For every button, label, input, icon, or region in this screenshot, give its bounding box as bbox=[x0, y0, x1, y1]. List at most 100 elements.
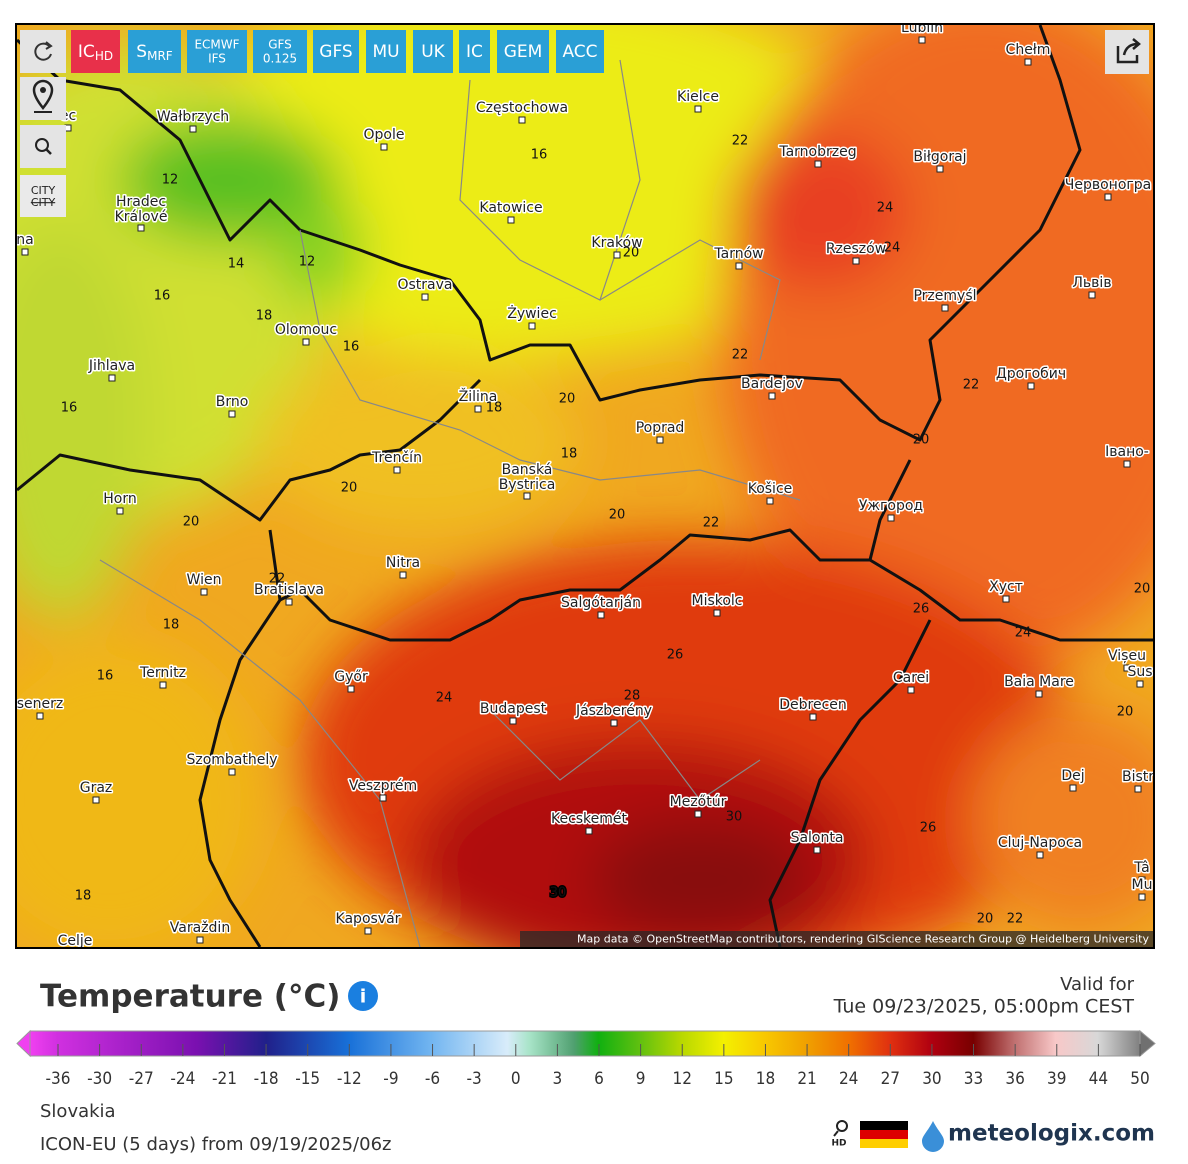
city-marker bbox=[228, 768, 236, 776]
contour-label: 22 bbox=[732, 134, 749, 149]
scale-tick-label: 39 bbox=[1047, 1069, 1066, 1089]
brand-logo bbox=[922, 1121, 944, 1152]
map[interactable]: ec WałbrzychOpoleCzęstochowaKielceLublinC… bbox=[0, 0, 1188, 980]
contour-label: 22 bbox=[269, 572, 286, 587]
hd-icon-handle bbox=[833, 1130, 839, 1137]
city-marker bbox=[1134, 785, 1142, 793]
city-marker bbox=[399, 571, 407, 579]
city-label: Biłgoraj bbox=[913, 149, 966, 165]
scale-tick-label: -9 bbox=[383, 1069, 398, 1089]
contour-label: 24 bbox=[436, 691, 453, 706]
share-button[interactable] bbox=[1105, 30, 1149, 74]
contour-label: 12 bbox=[162, 173, 179, 188]
city-label: Cluj-Napoca bbox=[998, 835, 1082, 851]
city-marker bbox=[1104, 193, 1112, 201]
city-label: Mu bbox=[1132, 877, 1153, 893]
model-button[interactable] bbox=[459, 30, 490, 73]
city-marker bbox=[852, 257, 860, 265]
hd-icon bbox=[836, 1120, 848, 1132]
city-marker bbox=[597, 611, 605, 619]
scale-tick-label: 3 bbox=[553, 1069, 563, 1089]
color-scale bbox=[29, 1030, 1141, 1057]
model-button[interactable] bbox=[366, 30, 406, 73]
city-label: Hradec Králové bbox=[115, 194, 168, 225]
city-label: Graz bbox=[80, 780, 113, 796]
city-label: Bistr bbox=[1122, 769, 1154, 785]
model-button[interactable] bbox=[187, 30, 247, 73]
contour-label: 20 bbox=[1117, 705, 1134, 720]
city-marker bbox=[907, 686, 915, 694]
city-label: Horn bbox=[103, 491, 136, 507]
scale-tick-label: -12 bbox=[337, 1069, 362, 1089]
model-button[interactable] bbox=[497, 30, 549, 73]
city-toggle-label-off: CITY bbox=[31, 196, 56, 209]
model-button-label: ACC bbox=[562, 42, 597, 62]
city-label: Salonta bbox=[791, 830, 844, 846]
city-marker bbox=[1027, 382, 1035, 390]
scale-tick-label: 27 bbox=[881, 1069, 900, 1089]
scale-tick-label: -27 bbox=[129, 1069, 154, 1089]
zoom-handle bbox=[45, 148, 52, 155]
model-button-label: ICHD bbox=[78, 42, 113, 63]
city-marker bbox=[1123, 664, 1131, 672]
location-dot bbox=[40, 87, 46, 93]
scale-tick-label: -6 bbox=[425, 1069, 440, 1089]
model-button[interactable] bbox=[253, 30, 307, 73]
contour-label: 22 bbox=[732, 348, 749, 363]
scale-tick-label: 44 bbox=[1089, 1069, 1108, 1089]
city-label: Хуст bbox=[989, 579, 1023, 595]
city-label: Rzeszów bbox=[826, 241, 886, 257]
refresh-icon bbox=[34, 42, 52, 61]
city-marker bbox=[36, 712, 44, 720]
scale-tick-label: 30 bbox=[922, 1069, 941, 1089]
contour-label: 22 bbox=[1007, 912, 1024, 927]
contour-label: 16 bbox=[343, 340, 360, 355]
city-label: Miskolc bbox=[691, 593, 742, 609]
model-button[interactable] bbox=[556, 30, 604, 73]
location-button[interactable] bbox=[20, 77, 66, 120]
city-marker bbox=[523, 492, 531, 500]
contour-label: 20 bbox=[341, 481, 358, 496]
city-toggle-button[interactable] bbox=[20, 175, 66, 217]
zoom-button[interactable] bbox=[20, 125, 66, 168]
flag-gold bbox=[860, 1139, 908, 1148]
city-label: Львів bbox=[1072, 275, 1111, 291]
scale-tick-label: 12 bbox=[672, 1069, 691, 1089]
model-button[interactable] bbox=[313, 30, 359, 73]
scale-tick-label: 24 bbox=[839, 1069, 858, 1089]
city-marker bbox=[613, 251, 621, 259]
contour-label: 24 bbox=[884, 241, 901, 256]
city-marker bbox=[347, 685, 355, 693]
city-marker bbox=[809, 713, 817, 721]
city-marker bbox=[116, 507, 124, 515]
refresh-arrow bbox=[45, 41, 53, 50]
city-label: Jihlava bbox=[88, 358, 135, 374]
scale-tick-label: -18 bbox=[254, 1069, 279, 1089]
model-button[interactable] bbox=[413, 30, 453, 73]
scale-tick-label: -15 bbox=[295, 1069, 320, 1089]
contour-label: 26 bbox=[920, 821, 937, 836]
model-button-main: S bbox=[136, 42, 147, 62]
model-button-label: ECMWF bbox=[194, 38, 239, 52]
city-marker bbox=[1088, 291, 1096, 299]
contour-label: 20 bbox=[559, 392, 576, 407]
refresh-button[interactable] bbox=[20, 30, 66, 73]
city-marker bbox=[766, 497, 774, 505]
city-marker bbox=[92, 796, 100, 804]
scale-ticks: -36 -30 -27 -24 -21 -18 -15 -12 -9 -6 -3 0 3 6 9 12 15 18… bbox=[46, 1044, 1150, 1089]
scale-tick-label: -21 bbox=[212, 1069, 237, 1089]
map-frame bbox=[15, 23, 1155, 949]
contour-label: 20 bbox=[1134, 582, 1151, 597]
model-button[interactable] bbox=[71, 30, 120, 73]
model-button[interactable] bbox=[128, 30, 181, 73]
city-label: Baia Mare bbox=[1004, 674, 1074, 690]
city-marker bbox=[302, 338, 310, 346]
contour-label: 16 bbox=[154, 289, 171, 304]
info-button[interactable] bbox=[348, 981, 378, 1011]
city-marker bbox=[918, 36, 926, 44]
city-label: Kielce bbox=[677, 89, 719, 105]
city-marker bbox=[1002, 595, 1010, 603]
city-toggle-label: CITY bbox=[31, 184, 56, 197]
contour-label: 30 bbox=[550, 886, 567, 901]
